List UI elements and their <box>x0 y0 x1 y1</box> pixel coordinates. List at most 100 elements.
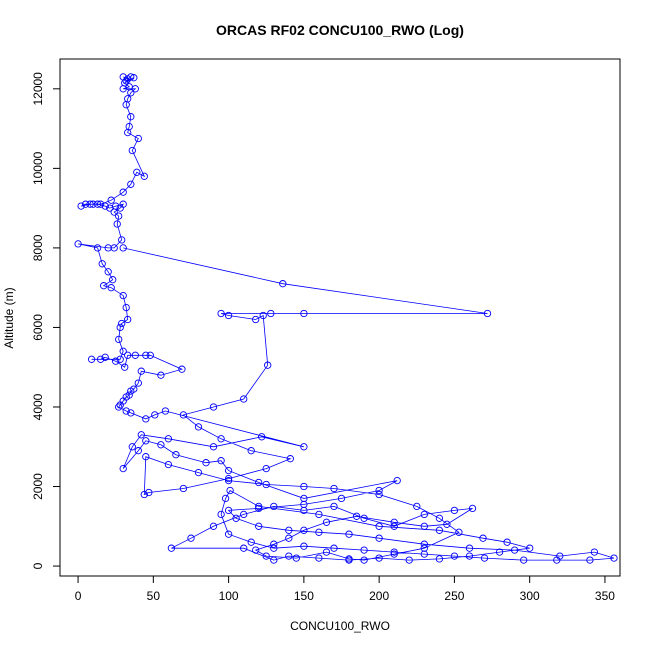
data-point <box>262 552 270 560</box>
data-point <box>134 134 142 143</box>
data-point <box>116 323 124 332</box>
data-point <box>435 514 444 522</box>
data-point <box>119 464 127 473</box>
data-point <box>194 423 203 431</box>
data-point <box>217 457 225 465</box>
data-point <box>134 447 142 455</box>
data-point <box>375 522 383 530</box>
data-point <box>187 534 195 542</box>
data-point <box>115 403 123 411</box>
data-point <box>157 371 165 379</box>
data-point <box>115 212 123 220</box>
data-point <box>315 554 323 562</box>
data-point <box>360 556 368 564</box>
data-point <box>360 546 368 554</box>
data-point <box>217 510 225 519</box>
data-point <box>157 441 165 449</box>
data-point <box>116 401 124 409</box>
data-point <box>122 77 130 85</box>
data-point <box>127 180 135 188</box>
data-point <box>194 468 203 477</box>
data-point <box>267 309 275 318</box>
data-point <box>145 488 153 497</box>
data-point <box>285 552 293 560</box>
data-point <box>86 200 94 208</box>
data-point <box>337 494 346 503</box>
data-point <box>93 200 102 208</box>
data-point <box>252 315 260 324</box>
data-point <box>240 395 248 403</box>
data-point <box>167 544 176 552</box>
data-point <box>224 466 233 475</box>
data-point <box>130 74 138 82</box>
data-point <box>172 451 180 459</box>
data-point <box>375 534 383 542</box>
data-point <box>465 552 474 560</box>
data-point <box>133 168 141 176</box>
data-point <box>270 544 278 552</box>
data-point <box>360 514 368 522</box>
data-point <box>179 411 188 419</box>
data-point <box>455 528 463 536</box>
x-tick-label: 150 <box>294 589 314 603</box>
data-point <box>252 546 260 554</box>
data-point <box>115 335 123 344</box>
x-axis-label: CONCU100_RWO <box>290 619 390 633</box>
data-point <box>209 403 218 411</box>
data-point <box>300 526 308 534</box>
data-point <box>119 244 127 252</box>
data-point <box>224 506 233 515</box>
data-point <box>450 552 459 560</box>
data-point <box>405 556 413 564</box>
data-point <box>121 363 129 371</box>
data-point <box>420 544 428 552</box>
data-point <box>179 484 188 493</box>
data-point <box>127 387 135 395</box>
data-point <box>77 202 85 210</box>
data-point <box>140 172 148 180</box>
data-point <box>345 555 353 563</box>
data-point <box>122 407 130 415</box>
data-point <box>510 546 519 554</box>
y-tick-label: 8000 <box>31 234 45 261</box>
data-point <box>315 528 323 536</box>
data-point <box>322 548 331 556</box>
data-point <box>285 534 293 542</box>
data-point <box>119 188 127 196</box>
y-tick-label: 2000 <box>31 473 45 500</box>
data-point <box>270 502 278 511</box>
data-point <box>98 260 106 268</box>
data-point <box>232 514 240 522</box>
data-point <box>112 357 120 365</box>
data-point <box>300 482 308 491</box>
data-series <box>74 73 618 564</box>
data-point <box>435 555 444 563</box>
x-tick-label: 300 <box>520 589 540 603</box>
data-point <box>142 437 150 445</box>
series-line <box>78 76 615 561</box>
data-point <box>435 526 444 534</box>
data-point <box>142 415 150 423</box>
data-point <box>586 556 594 564</box>
data-point <box>107 196 115 204</box>
data-point <box>483 309 492 318</box>
data-point <box>255 504 263 513</box>
data-point <box>270 540 278 548</box>
data-point <box>224 474 233 483</box>
data-point <box>322 518 331 526</box>
data-point <box>413 502 421 511</box>
data-point <box>137 367 145 375</box>
data-point <box>420 510 428 519</box>
data-point <box>209 443 218 451</box>
y-tick-label: 10000 <box>31 151 45 185</box>
x-tick-label: 100 <box>219 589 239 603</box>
data-point <box>375 490 383 499</box>
x-tick-label: 200 <box>369 589 389 603</box>
data-point <box>128 443 136 451</box>
data-point <box>131 85 139 93</box>
data-point <box>127 113 135 121</box>
data-point <box>93 244 102 252</box>
x-tick-label: 0 <box>75 589 82 603</box>
data-point <box>113 220 121 228</box>
